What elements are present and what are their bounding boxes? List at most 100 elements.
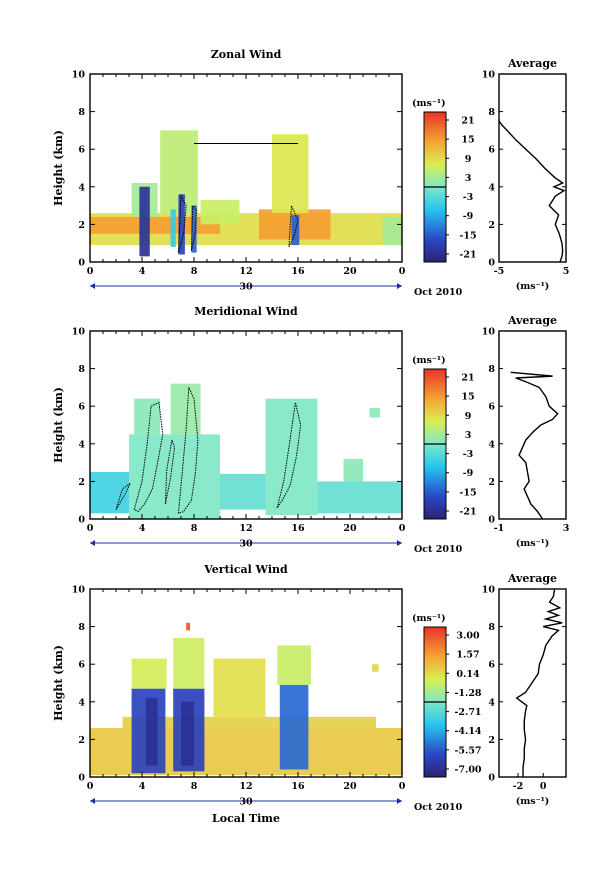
profile-line-layer	[499, 119, 566, 262]
x-tick-label: 16	[291, 523, 305, 534]
profile-line-layer	[515, 589, 563, 777]
colorbar-label: 3.00	[456, 631, 480, 642]
heat-cell	[191, 205, 197, 253]
x-tick-label: 12	[239, 266, 252, 277]
date-arrow-right	[397, 540, 402, 546]
colorbar-label: -4.14	[454, 726, 481, 737]
x-axis-label: Local Time	[212, 812, 280, 825]
profile-x-label: (ms⁻¹)	[516, 796, 550, 807]
contour-line	[133, 401, 164, 513]
x-tick-label: 4	[139, 523, 146, 534]
x-tick-label: 8	[191, 781, 198, 792]
y-tick-label: 10	[72, 70, 86, 81]
date-day-label: 30	[239, 797, 253, 808]
heat-cell	[90, 216, 220, 234]
profile-y-tick-label: 8	[488, 622, 495, 633]
y-tick-label: 2	[78, 220, 85, 231]
x-tick-label: 20	[343, 781, 357, 792]
x-tick-label: 8	[191, 266, 198, 277]
y-tick-label: 6	[78, 660, 85, 671]
x-tick-label: 16	[291, 781, 305, 792]
profile-x-tick-label: 0	[540, 781, 547, 792]
colorbar-label: 3	[465, 173, 472, 184]
profile-x-label: (ms⁻¹)	[516, 538, 550, 549]
profile-x-tick-label: -1	[494, 523, 505, 534]
heat-cell	[170, 383, 201, 435]
profile-y-tick-label: 6	[488, 660, 495, 671]
profile-line	[515, 589, 563, 777]
profile-y-tick-label: 2	[488, 477, 495, 488]
y-tick-label: 8	[78, 107, 85, 118]
colorbar-label: -9	[463, 468, 474, 479]
date-arrow-left	[90, 540, 95, 546]
colorbar-label: -7.00	[454, 765, 481, 776]
colorbar-label: -3	[463, 192, 474, 203]
colorbar-label: 15	[461, 392, 474, 403]
heat-cell	[90, 472, 129, 514]
heat-cell	[181, 701, 194, 766]
y-tick-label: 4	[78, 697, 85, 708]
profile-x-tick-label: 3	[563, 523, 570, 534]
contour-line	[177, 387, 199, 514]
profile-line	[510, 371, 559, 519]
colorbar-label: -1.28	[454, 688, 481, 699]
y-axis-label: Height (km)	[52, 130, 65, 206]
x-tick-label: 4	[139, 266, 146, 277]
profile-y-tick-label: 10	[482, 70, 496, 81]
profile-y-tick-label: 0	[488, 515, 495, 526]
heat-cell	[369, 408, 380, 418]
profile-title: Average	[507, 314, 557, 327]
colorbar-label: 9	[465, 411, 472, 422]
profile-y-tick-label: 6	[488, 402, 495, 413]
profile-title: Average	[507, 572, 557, 585]
y-tick-label: 6	[78, 145, 85, 156]
profile-x-tick-label: -5	[494, 266, 505, 277]
date-arrow-left	[90, 283, 95, 289]
colorbar-label: 9	[465, 154, 472, 165]
y-tick-label: 2	[78, 477, 85, 488]
colorbar-label: -2.71	[454, 707, 481, 718]
profile-y-tick-label: 2	[488, 220, 495, 231]
profile-y-tick-label: 6	[488, 145, 495, 156]
heat-cell	[372, 664, 379, 672]
colorbar-label: -5.57	[454, 745, 481, 756]
colorbar-label: -15	[459, 230, 476, 241]
x-tick-label: 0	[399, 781, 406, 792]
x-tick-label: 0	[399, 523, 406, 534]
y-tick-label: 8	[78, 622, 85, 633]
x-tick-label: 0	[87, 266, 94, 277]
profile-line	[499, 119, 566, 262]
colorbar-label: -21	[459, 250, 476, 261]
y-axis-label: Height (km)	[52, 387, 65, 463]
colorbar-unit-label: (ms⁻¹)	[412, 613, 446, 624]
colorbar-label: 21	[461, 373, 474, 384]
panel-title: Meridional Wind	[194, 305, 298, 318]
heat-cell	[122, 716, 376, 729]
heat-cell	[279, 684, 309, 770]
heat-cell	[220, 473, 266, 510]
profile-line-layer	[510, 371, 559, 519]
profile-y-tick-label: 4	[488, 439, 495, 450]
heat-field-layer	[90, 622, 402, 776]
colorbar-label: 15	[461, 135, 474, 146]
colorbar-label: 0.14	[456, 669, 480, 680]
contour-line	[115, 482, 131, 510]
date-arrow-right	[397, 283, 402, 289]
profile-x-tick-label: -2	[513, 781, 524, 792]
heat-cell	[382, 216, 402, 246]
colorbar-label: -9	[463, 211, 474, 222]
y-tick-label: 0	[78, 258, 85, 269]
x-tick-label: 4	[139, 781, 146, 792]
x-tick-label: 20	[343, 266, 357, 277]
date-arrow-right	[397, 798, 402, 804]
x-tick-label: 16	[291, 266, 305, 277]
panel-title: Vertical Wind	[203, 563, 288, 576]
heat-cell	[272, 134, 309, 214]
heat-cell	[131, 658, 167, 689]
heat-cell	[139, 186, 150, 257]
profile-y-tick-label: 8	[488, 364, 495, 375]
profile-frame	[498, 330, 567, 520]
y-tick-label: 8	[78, 364, 85, 375]
